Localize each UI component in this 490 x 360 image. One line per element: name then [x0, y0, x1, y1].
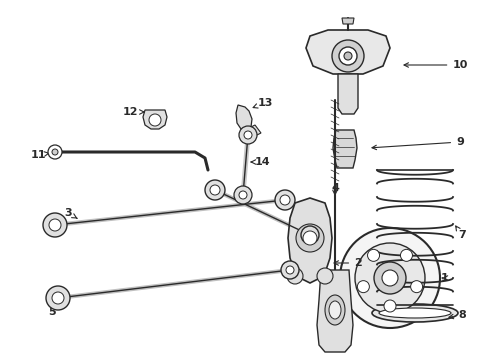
Circle shape	[281, 261, 299, 279]
Polygon shape	[306, 30, 390, 74]
Circle shape	[239, 126, 257, 144]
Text: 4: 4	[331, 183, 339, 196]
Text: 10: 10	[404, 60, 467, 70]
Circle shape	[52, 149, 58, 155]
Circle shape	[275, 190, 295, 210]
Polygon shape	[251, 125, 261, 135]
Circle shape	[43, 213, 67, 237]
Circle shape	[296, 224, 324, 252]
Text: 13: 13	[253, 98, 273, 108]
Circle shape	[357, 281, 369, 293]
Text: 9: 9	[372, 137, 464, 150]
Polygon shape	[333, 130, 357, 168]
Polygon shape	[342, 18, 354, 24]
Circle shape	[234, 186, 252, 204]
Circle shape	[332, 40, 364, 72]
Ellipse shape	[372, 304, 458, 322]
Circle shape	[52, 292, 64, 304]
Circle shape	[384, 300, 396, 312]
Polygon shape	[143, 110, 167, 129]
Circle shape	[411, 281, 423, 293]
Text: 6: 6	[301, 235, 317, 246]
Circle shape	[49, 219, 61, 231]
Circle shape	[149, 114, 161, 126]
Text: 2: 2	[334, 258, 362, 268]
Circle shape	[339, 47, 357, 65]
Polygon shape	[236, 105, 252, 131]
Text: 12: 12	[122, 107, 144, 117]
Text: 14: 14	[251, 157, 270, 167]
Ellipse shape	[325, 295, 345, 325]
Circle shape	[374, 262, 406, 294]
Circle shape	[46, 286, 70, 310]
Text: 7: 7	[456, 226, 466, 240]
Circle shape	[301, 226, 319, 244]
Polygon shape	[288, 198, 332, 283]
Circle shape	[287, 268, 303, 284]
Text: 5: 5	[48, 302, 65, 317]
Circle shape	[355, 243, 425, 313]
Circle shape	[400, 249, 413, 261]
Text: 3: 3	[64, 208, 77, 218]
Circle shape	[48, 145, 62, 159]
Circle shape	[244, 131, 252, 139]
Circle shape	[303, 231, 317, 245]
Ellipse shape	[379, 308, 451, 318]
Text: 11: 11	[30, 150, 49, 160]
Circle shape	[344, 52, 352, 60]
Circle shape	[286, 266, 294, 274]
Text: 1: 1	[441, 273, 449, 283]
Circle shape	[317, 268, 333, 284]
Circle shape	[382, 270, 398, 286]
Circle shape	[239, 191, 247, 199]
Circle shape	[210, 185, 220, 195]
Polygon shape	[317, 270, 353, 352]
Circle shape	[340, 228, 440, 328]
Circle shape	[205, 180, 225, 200]
Ellipse shape	[329, 301, 341, 319]
Polygon shape	[338, 74, 358, 114]
Circle shape	[280, 195, 290, 205]
Circle shape	[368, 249, 380, 261]
Text: 8: 8	[449, 310, 466, 320]
